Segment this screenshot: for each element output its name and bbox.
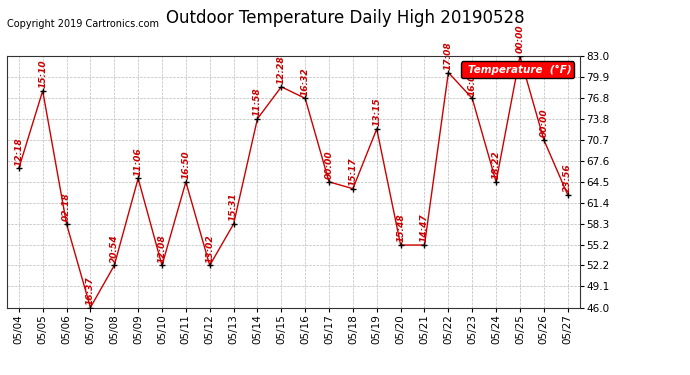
Text: 12:18: 12:18 bbox=[14, 137, 23, 165]
Text: 13:02: 13:02 bbox=[205, 234, 214, 262]
Text: 11:58: 11:58 bbox=[253, 87, 262, 116]
Text: 02:18: 02:18 bbox=[62, 193, 71, 221]
Text: 12:08: 12:08 bbox=[157, 234, 166, 262]
Text: Outdoor Temperature Daily High 20190528: Outdoor Temperature Daily High 20190528 bbox=[166, 9, 524, 27]
Text: 00:00: 00:00 bbox=[515, 25, 524, 54]
Text: 16:50: 16:50 bbox=[181, 150, 190, 179]
Text: 15:10: 15:10 bbox=[38, 60, 47, 88]
Text: 17:08: 17:08 bbox=[444, 41, 453, 70]
Text: 12:28: 12:28 bbox=[277, 56, 286, 84]
Text: 00:00: 00:00 bbox=[540, 108, 549, 137]
Text: 15:48: 15:48 bbox=[396, 214, 405, 242]
Text: 15:31: 15:31 bbox=[229, 193, 238, 221]
Text: 16:32: 16:32 bbox=[301, 67, 310, 96]
Text: 16:02: 16:02 bbox=[468, 67, 477, 96]
Text: 23:56: 23:56 bbox=[563, 164, 572, 192]
Text: 20:54: 20:54 bbox=[110, 234, 119, 262]
Text: 16:37: 16:37 bbox=[86, 276, 95, 305]
Text: 15:17: 15:17 bbox=[348, 157, 357, 186]
Legend: Temperature  (°F): Temperature (°F) bbox=[462, 62, 574, 78]
Text: 13:15: 13:15 bbox=[373, 98, 382, 126]
Text: 18:22: 18:22 bbox=[491, 150, 500, 179]
Text: 11:06: 11:06 bbox=[134, 147, 143, 176]
Text: 14:47: 14:47 bbox=[420, 214, 429, 242]
Text: 00:00: 00:00 bbox=[324, 150, 333, 179]
Text: Copyright 2019 Cartronics.com: Copyright 2019 Cartronics.com bbox=[7, 19, 159, 29]
